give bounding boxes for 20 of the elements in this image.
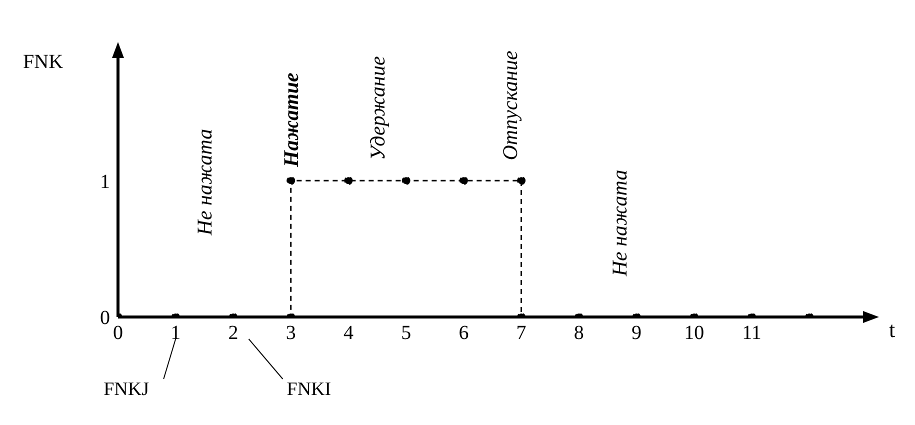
x-tick-label: 1: [170, 322, 181, 344]
x-tick-label: 6: [458, 322, 469, 344]
x-tick-label: 7: [516, 322, 526, 344]
x-tick-label: 9: [632, 322, 642, 344]
annotation: Не нажата: [192, 128, 216, 236]
y-axis-title: FNK: [23, 51, 64, 73]
annotation: Удержание: [365, 56, 390, 160]
text: FNKJ: [104, 379, 150, 400]
annotation: Нажатие: [278, 72, 303, 168]
x-tick-label: 3: [286, 322, 296, 344]
x-tick-label: 5: [401, 322, 412, 344]
x-tick-label: 2: [228, 322, 238, 344]
x-tick-label: 4: [343, 322, 354, 344]
text: FNKI: [286, 379, 332, 400]
annotation: Не нажата: [607, 170, 632, 278]
x-axis-title: t: [889, 317, 896, 342]
annotation: Отпускание: [498, 50, 522, 160]
x-tick-label: 11: [742, 322, 762, 344]
x-tick-label: 10: [684, 322, 704, 344]
x-tick-label: 8: [574, 322, 584, 344]
